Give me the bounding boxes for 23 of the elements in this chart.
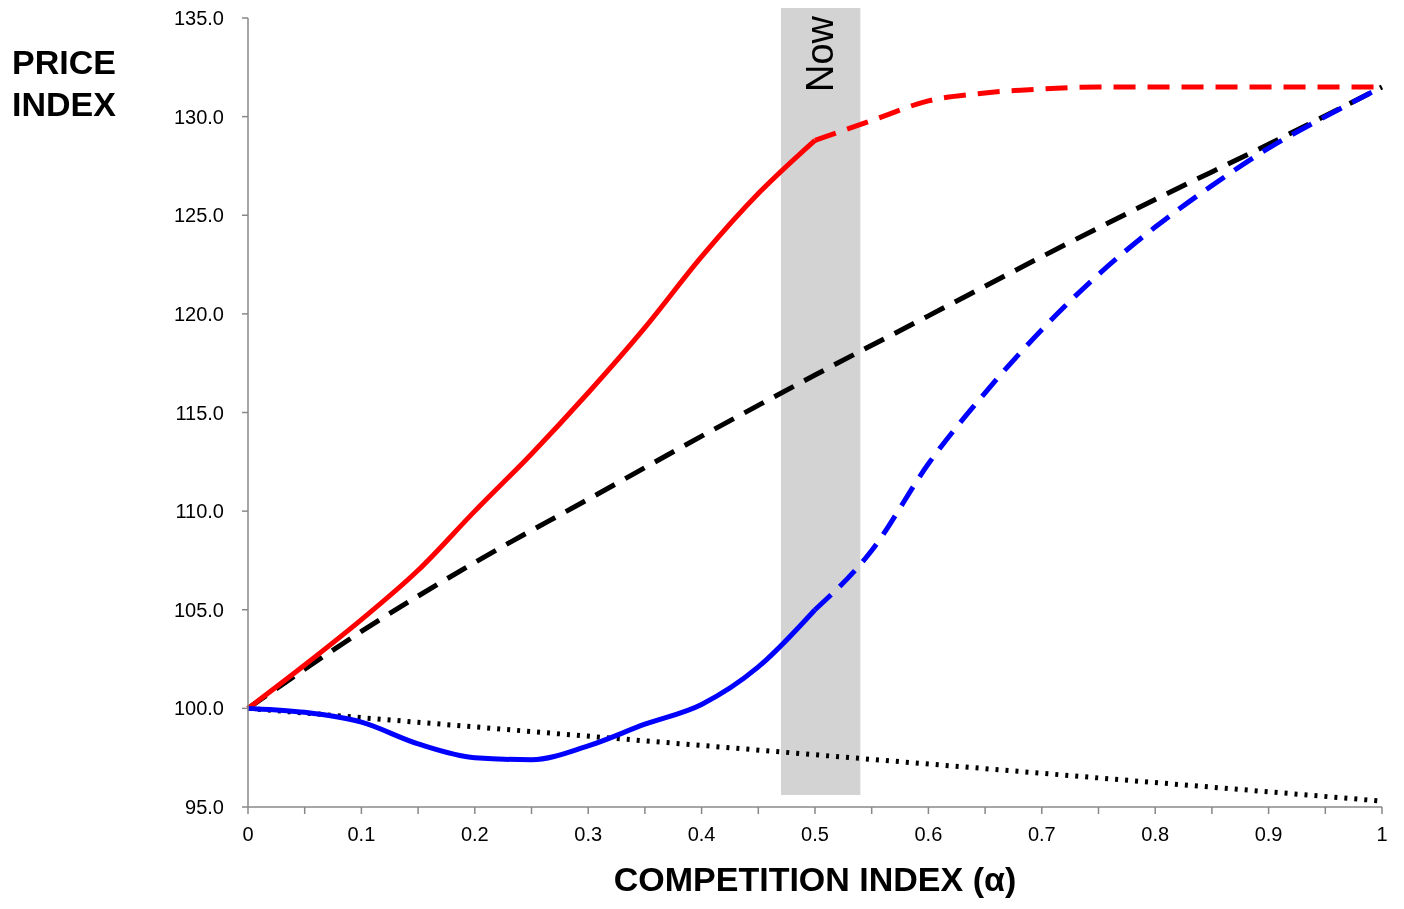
x-tick-label: 0.6 [914, 823, 943, 845]
y-tick-label: 100.0 [173, 697, 224, 720]
x-tick-label: 0.4 [687, 823, 716, 845]
band-label: Now [798, 15, 841, 93]
x-tick-label: 0.3 [574, 823, 603, 845]
x-tick-label: 0.5 [801, 823, 829, 845]
x-tick-label: 0.7 [1027, 823, 1056, 845]
y-tick-label: 115.0 [175, 401, 224, 424]
x-tick-label: 0 [242, 823, 254, 845]
x-tick-label: 0.1 [347, 823, 376, 845]
y-tick-label: 105.0 [173, 598, 224, 621]
y-tick-label: 125.0 [173, 204, 224, 227]
y-axis-title: PRICE INDEX [12, 43, 117, 123]
x-tick-label: 1 [1376, 823, 1388, 845]
y-tick-label: 135.0 [173, 7, 224, 29]
y-tick-label: 130.0 [173, 105, 224, 128]
x-tick-label: 0.8 [1141, 823, 1170, 845]
x-tick-label: 0.2 [460, 823, 489, 845]
y-tick-label: 120.0 [173, 302, 224, 325]
x-tick-label: 0.9 [1254, 823, 1283, 845]
y-tick-label: 95.0 [185, 796, 224, 818]
y-tick-label: 110.0 [175, 500, 224, 523]
x-axis-title: COMPETITION INDEX (α) [613, 860, 1017, 898]
